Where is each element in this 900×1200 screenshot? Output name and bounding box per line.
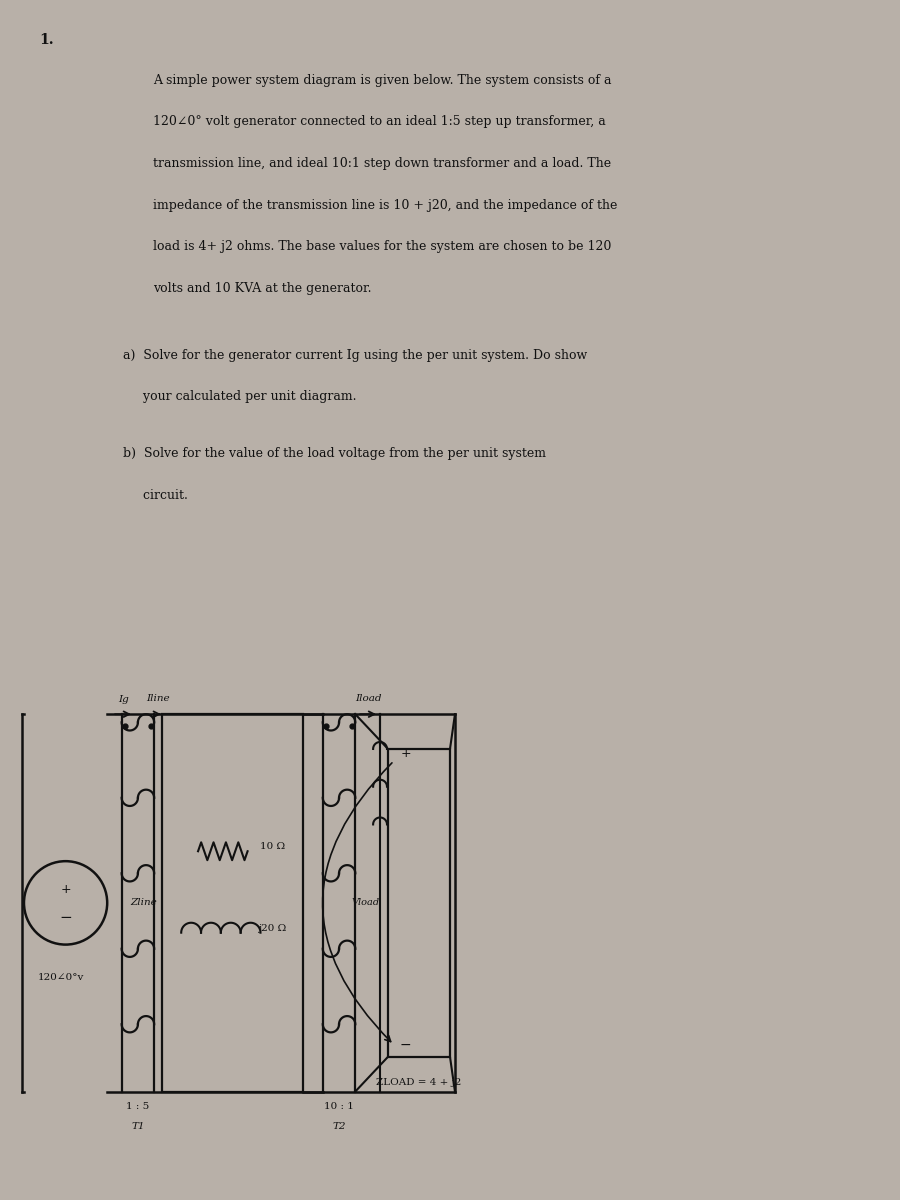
Text: impedance of the transmission line is 10 + j20, and the impedance of the: impedance of the transmission line is 10…	[153, 199, 617, 211]
Text: Iline: Iline	[147, 695, 170, 703]
Text: T2: T2	[332, 1122, 346, 1132]
Text: b)  Solve for the value of the load voltage from the per unit system: b) Solve for the value of the load volta…	[123, 448, 546, 460]
Text: a)  Solve for the generator current Ig using the per unit system. Do show: a) Solve for the generator current Ig us…	[123, 349, 588, 361]
Bar	[388, 749, 450, 1057]
Text: circuit.: circuit.	[123, 488, 188, 502]
Text: Ig: Ig	[118, 695, 129, 704]
Text: transmission line, and ideal 10:1 step down transformer and a load. The: transmission line, and ideal 10:1 step d…	[153, 157, 611, 170]
Text: ZLOAD = 4 + j2: ZLOAD = 4 + j2	[376, 1078, 462, 1087]
Text: −: −	[400, 1038, 411, 1052]
Text: 1 : 5: 1 : 5	[126, 1103, 149, 1111]
Text: Vload: Vload	[352, 899, 380, 907]
Text: −: −	[59, 911, 72, 925]
Text: +: +	[60, 883, 71, 896]
Text: A simple power system diagram is given below. The system consists of a: A simple power system diagram is given b…	[153, 73, 611, 86]
Text: 120∠0°v: 120∠0°v	[38, 973, 85, 983]
Text: 10 : 1: 10 : 1	[324, 1103, 354, 1111]
Text: Zline: Zline	[130, 899, 158, 907]
Text: T1: T1	[131, 1122, 145, 1132]
Text: your calculated per unit diagram.: your calculated per unit diagram.	[123, 390, 356, 403]
Text: +: +	[400, 746, 411, 760]
Text: 10 Ω: 10 Ω	[260, 842, 285, 851]
Text: volts and 10 KVA at the generator.: volts and 10 KVA at the generator.	[153, 282, 372, 295]
Text: load is 4+ j2 ohms. The base values for the system are chosen to be 120: load is 4+ j2 ohms. The base values for …	[153, 240, 611, 253]
Text: j20 Ω: j20 Ω	[258, 924, 287, 932]
Bar	[162, 714, 303, 1092]
Text: 1.: 1.	[39, 32, 53, 47]
Text: 120∠0° volt generator connected to an ideal 1:5 step up transformer, a: 120∠0° volt generator connected to an id…	[153, 115, 606, 128]
Text: Iload: Iload	[355, 695, 382, 703]
